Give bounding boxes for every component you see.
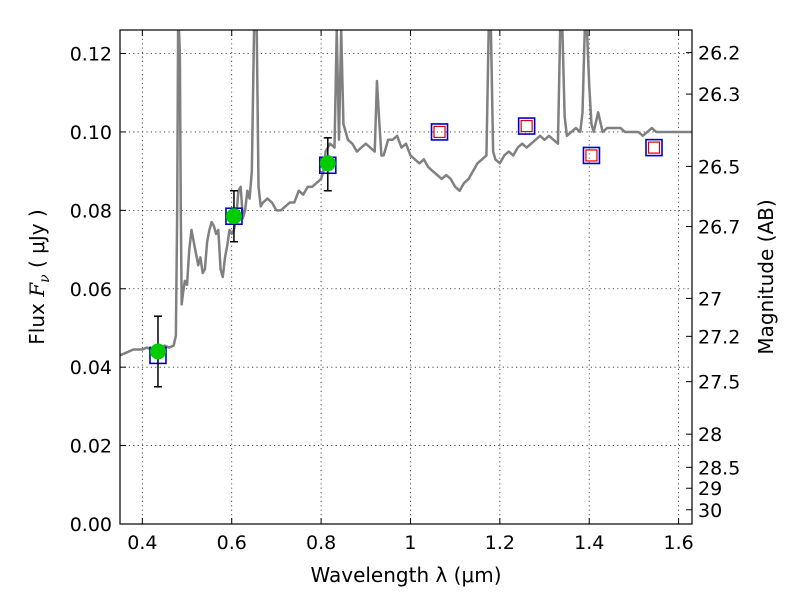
x-tick-label: 1.4 <box>574 532 604 554</box>
y-axis-label-prefix: Flux <box>25 297 49 345</box>
x-tick-label: 1.2 <box>485 532 515 554</box>
magnitude-tick-label: 28 <box>698 424 722 446</box>
magnitude-tick-label: 26.7 <box>698 217 740 239</box>
detected-photometry-point <box>319 155 336 172</box>
spectrum-line <box>120 30 692 357</box>
x-axis-label: Wavelength λ (μm) <box>310 563 501 587</box>
magnitude-tick-label: 27 <box>698 288 722 310</box>
model-photometry-marker <box>517 117 536 135</box>
y-tick-label: 0.06 <box>70 279 112 301</box>
detected-photometry-point <box>149 343 166 360</box>
magnitude-tick-label: 29 <box>698 478 722 500</box>
spectrum-layer <box>120 30 692 357</box>
y-tick-label: 0.02 <box>70 436 112 458</box>
x-tick-label: 0.6 <box>217 532 247 554</box>
x-tick-label: 1 <box>404 532 416 554</box>
x-tick-label: 0.4 <box>127 532 157 554</box>
marker-layer <box>149 117 663 388</box>
magnitude-tick-label: 26.2 <box>698 43 740 65</box>
magnitude-tick-label: 26.5 <box>698 156 740 178</box>
magnitude-tick-label: 27.5 <box>698 372 740 394</box>
model-photometry-marker <box>645 138 663 157</box>
y-axis-label-subscript: ν <box>37 274 53 283</box>
magnitude-tick-label: 27.2 <box>698 326 740 348</box>
x-tick-label: 1.6 <box>663 532 693 554</box>
y-axis-label-symbol: F <box>25 282 49 298</box>
y-tick-label: 0.00 <box>70 514 112 536</box>
model-photometry-marker <box>582 146 601 165</box>
x-tick-label: 0.8 <box>306 532 336 554</box>
y-tick-label: 0.12 <box>70 44 112 66</box>
upper-limit-marker <box>585 149 598 162</box>
y-tick-label: 0.08 <box>70 200 112 222</box>
ticks: 0.4 0.6 0.8 1 1.2 1.4 1.6 0.00 0.02 0.04 0.06 0.08 0… <box>70 30 740 554</box>
magnitude-tick-label: 28.5 <box>698 457 740 479</box>
upper-limit-marker <box>647 141 661 154</box>
upper-limit-marker <box>520 119 533 133</box>
upper-limit-marker <box>433 125 446 139</box>
y-tick-label: 0.10 <box>70 122 112 144</box>
y-axis-label: Flux Fν ( μJy ) <box>25 209 53 344</box>
plot-frame <box>119 29 693 525</box>
magnitude-tick-label: 30 <box>698 500 722 522</box>
detected-photometry-point <box>225 208 242 225</box>
magnitude-tick-label: 26.3 <box>698 84 740 106</box>
y-axis-label-suffix: ( μJy ) <box>25 209 49 274</box>
y2-axis-label: Magnitude (AB) <box>754 199 778 354</box>
model-photometry-marker <box>430 123 449 141</box>
y-tick-label: 0.04 <box>70 357 112 379</box>
